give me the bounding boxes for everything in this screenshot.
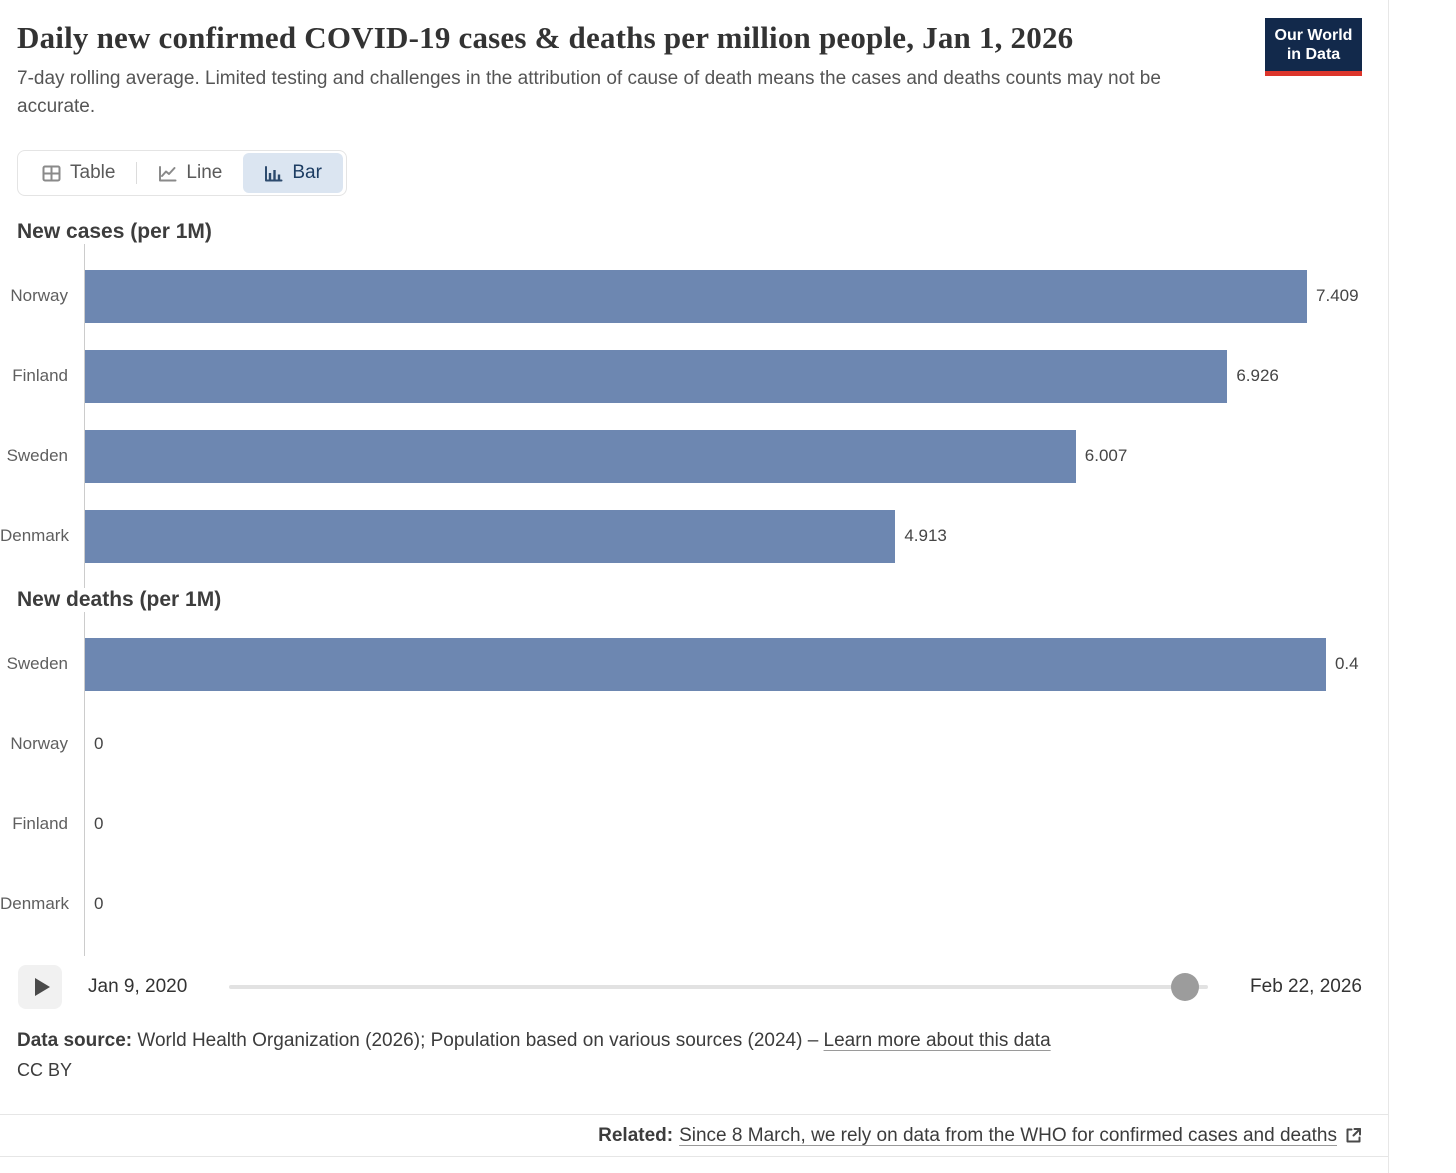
bar-row: Denmark 4.913 — [0, 496, 1388, 576]
bar-value-label: 6.926 — [1236, 366, 1279, 386]
bar-value-label: 0 — [94, 814, 104, 834]
tab-table-label: Table — [70, 162, 116, 184]
bar-row: Finland 0 — [0, 784, 1388, 864]
owid-logo-line2: in Data — [1286, 46, 1341, 64]
entity-label: Norway — [10, 286, 68, 306]
owid-logo-text: Our World in Data — [1265, 18, 1362, 72]
bar-row: Denmark 0 — [0, 864, 1388, 944]
timeline-end-date[interactable]: Feb 22, 2026 — [1250, 976, 1362, 998]
external-link-icon — [1346, 1128, 1361, 1143]
bar[interactable] — [85, 509, 896, 563]
section-title: New cases (per 1M) — [17, 220, 212, 244]
bar-zone: 4.913 — [85, 496, 1388, 576]
bar-row: Norway 7.409 — [0, 256, 1388, 336]
section-title: New deaths (per 1M) — [17, 588, 222, 612]
source-footer: Data source: World Health Organization (… — [0, 1010, 1388, 1081]
related-label: Related: — [598, 1124, 674, 1146]
bar[interactable] — [85, 637, 1326, 691]
license-label: CC BY — [17, 1060, 73, 1081]
bar[interactable] — [85, 349, 1228, 403]
bar-zone: 6.926 — [85, 336, 1388, 416]
tab-line[interactable]: Line — [137, 153, 243, 193]
bar-value-label: 0 — [94, 894, 104, 914]
line-chart-icon — [158, 164, 177, 183]
learn-more-link[interactable]: Learn more about this data — [823, 1030, 1051, 1052]
owid-logo[interactable]: Our World in Data — [1265, 18, 1362, 77]
entity-label: Norway — [10, 734, 68, 754]
timeline: Jan 9, 2020 Feb 22, 2026 — [18, 964, 1362, 1010]
slider-track[interactable] — [229, 985, 1209, 990]
related-bar: Related: Since 8 March, we rely on data … — [0, 1114, 1388, 1157]
view-switcher: Table Line — [17, 150, 347, 197]
tab-separator — [136, 162, 138, 185]
data-source-text: World Health Organization (2026); Popula… — [132, 1030, 824, 1052]
bar-zone: 0 — [85, 704, 1388, 784]
data-source-label: Data source: — [17, 1030, 133, 1052]
bar-value-label: 4.913 — [904, 526, 947, 546]
related-link[interactable]: Since 8 March, we rely on data from the … — [679, 1124, 1337, 1146]
bar[interactable] — [85, 429, 1076, 483]
bar-row: Finland 6.926 — [0, 336, 1388, 416]
entity-label: Denmark — [0, 894, 69, 914]
bar-chart-icon — [264, 164, 283, 183]
entity-label: Sweden — [6, 446, 68, 466]
tab-bar-label: Bar — [292, 162, 322, 184]
tab-line-label: Line — [186, 162, 223, 184]
page-title: Daily new confirmed COVID-19 cases & dea… — [17, 20, 1074, 55]
bar-zone: 0 — [85, 784, 1388, 864]
bar-zone: 0 — [85, 864, 1388, 944]
bar[interactable] — [85, 269, 1308, 323]
chart-section-new-deaths: New deaths (per 1M) Sweden 0.4 Norway 0 Finl… — [0, 588, 1388, 957]
tab-table[interactable]: Table — [21, 153, 136, 193]
y-axis-line — [84, 244, 85, 589]
tab-bar[interactable]: Bar — [243, 153, 343, 194]
chart-section-new-cases: New cases (per 1M) Norway 7.409 Finland 6.9… — [0, 220, 1388, 589]
owid-logo-line1: Our World — [1274, 27, 1353, 44]
bar-row: Sweden 6.007 — [0, 416, 1388, 496]
bar-row: Norway 0 — [0, 704, 1388, 784]
bar-zone: 7.409 — [85, 256, 1388, 336]
table-icon — [42, 164, 61, 183]
chart-header: Daily new confirmed COVID-19 cases & dea… — [0, 0, 1388, 120]
entity-label: Sweden — [6, 654, 68, 674]
timeline-start-date[interactable]: Jan 9, 2020 — [88, 976, 188, 998]
bar-value-label: 7.409 — [1316, 286, 1359, 306]
play-icon — [34, 978, 50, 997]
entity-label: Finland — [12, 366, 68, 386]
slider-handle[interactable] — [1170, 973, 1199, 1002]
bar-row: Sweden 0.4 — [0, 624, 1388, 704]
play-button[interactable] — [18, 965, 62, 1010]
owid-logo-red-bar — [1265, 71, 1362, 77]
entity-label: Denmark — [0, 526, 69, 546]
bar-value-label: 0 — [94, 734, 104, 754]
chart-subtitle: 7-day rolling average. Limited testing a… — [17, 68, 1161, 117]
bar-rows: Sweden 0.4 Norway 0 Finland 0 Denmark 0 — [0, 612, 1388, 957]
bar-value-label: 0.4 — [1334, 654, 1359, 674]
bar-value-label: 6.007 — [1084, 446, 1128, 466]
entity-label: Finland — [12, 814, 68, 834]
bar-rows: Norway 7.409 Finland 6.926 Sweden 6.007 Denmar… — [0, 244, 1388, 589]
chart-area: New cases (per 1M) Norway 7.409 Finland 6.9… — [0, 220, 1388, 957]
timeline-slider[interactable] — [229, 973, 1209, 1002]
data-source-line: Data source: World Health Organization (… — [17, 1030, 1371, 1052]
bar-zone: 6.007 — [85, 416, 1388, 496]
y-axis-line — [84, 612, 85, 957]
bar-zone: 0.4 — [85, 624, 1388, 704]
chart-frame: Daily new confirmed COVID-19 cases & dea… — [0, 0, 1389, 1173]
